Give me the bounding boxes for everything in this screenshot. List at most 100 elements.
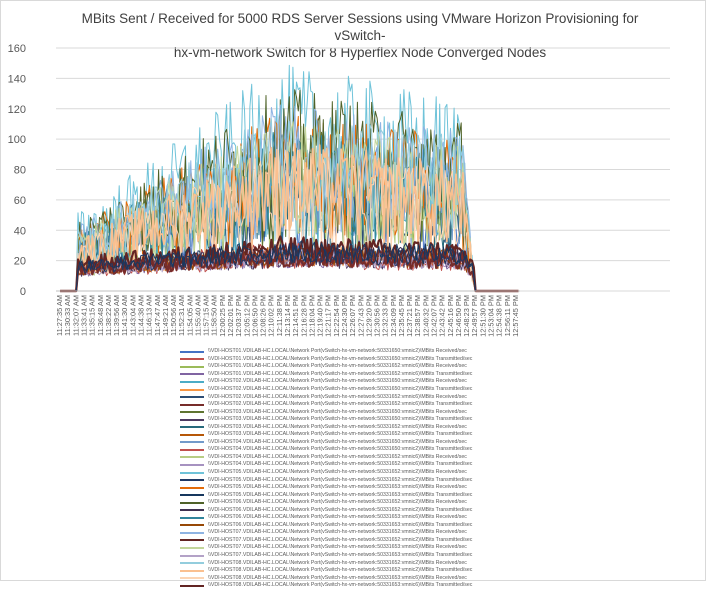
legend-label: \\VDI-HOST07.VDILAB-HC.LOCAL\Network Por… (208, 529, 467, 536)
x-tick-label: 12:38:57 PM (413, 295, 422, 337)
legend-label: \\VDI-HOST04.VDILAB-HC.LOCAL\Network Por… (208, 446, 473, 453)
legend-entry: \\VDI-HOST02.VDILAB-HC.LOCAL\Network Por… (180, 393, 600, 401)
legend-label: \\VDI-HOST02.VDILAB-HC.LOCAL\Network Por… (208, 386, 473, 392)
x-tick-label: 12:14:51 PM (291, 295, 300, 337)
x-tick-label: 11:46:13 AM (145, 295, 154, 336)
legend-swatch (180, 562, 204, 565)
x-tick-label: 11:55:40 AM (193, 295, 202, 336)
x-tick-label: 11:38:22 AM (104, 295, 113, 336)
legend-entry: \\VDI-HOST06.VDILAB-HC.LOCAL\Network Por… (180, 522, 600, 530)
x-tick-label: 12:11:38 PM (275, 295, 284, 336)
legend-swatch (180, 584, 204, 587)
x-tick-label: 11:43:04 AM (128, 295, 137, 336)
legend-swatch (180, 569, 204, 572)
legend-label: \\VDI-HOST02.VDILAB-HC.LOCAL\Network Por… (208, 401, 473, 408)
legend-entry: \\VDI-HOST03.VDILAB-HC.LOCAL\Network Por… (180, 408, 600, 416)
x-tick-label: 12:29:20 PM (364, 295, 373, 337)
legend-label: \\VDI-HOST06.VDILAB-HC.LOCAL\Network Por… (208, 499, 467, 506)
legend-entry: \\VDI-HOST01.VDILAB-HC.LOCAL\Network Por… (180, 363, 600, 371)
legend-label: \\VDI-HOST05.VDILAB-HC.LOCAL\Network Por… (208, 469, 467, 476)
y-tick-label: 100 (8, 134, 26, 146)
chart-title-line-1: MBits Sent / Received for 5000 RDS Serve… (81, 11, 639, 43)
x-tick-label: 12:02:01 PM (226, 295, 235, 337)
legend-entry: \\VDI-HOST06.VDILAB-HC.LOCAL\Network Por… (180, 506, 600, 514)
legend-label: \\VDI-HOST03.VDILAB-HC.LOCAL\Network Por… (208, 431, 473, 438)
x-tick-label: 12:05:12 PM (242, 295, 251, 337)
legend-label: \\VDI-HOST04.VDILAB-HC.LOCAL\Network Por… (208, 438, 467, 445)
legend-swatch (180, 448, 204, 451)
x-tick-label: 11:58:50 AM (210, 295, 219, 336)
x-tick-label: 12:48:23 PM (462, 295, 471, 337)
legend-entry: \\VDI-HOST06.VDILAB-HC.LOCAL\Network Por… (180, 499, 600, 507)
legend-swatch (180, 433, 204, 436)
x-tick-label: 12:26:07 PM (348, 295, 357, 337)
legend-label: \\VDI-HOST04.VDILAB-HC.LOCAL\Network Por… (208, 461, 473, 468)
legend-swatch (180, 539, 204, 542)
x-tick-label: 12:18:04 PM (307, 295, 316, 337)
x-tick-label: 12:43:42 PM (438, 295, 447, 337)
legend-label: \\VDI-HOST07.VDILAB-HC.LOCAL\Network Por… (208, 544, 467, 551)
x-tick-label: 11:30:33 AM (63, 295, 72, 336)
legend-entry: \\VDI-HOST07.VDILAB-HC.LOCAL\Network Por… (180, 529, 600, 537)
x-tick-label: 11:44:38 AM (136, 295, 145, 336)
x-tick-label: 12:40:32 PM (421, 295, 430, 337)
legend-entry: \\VDI-HOST05.VDILAB-HC.LOCAL\Network Por… (180, 491, 600, 499)
legend-swatch (180, 388, 204, 391)
legend-label: \\VDI-HOST01.VDILAB-HC.LOCAL\Network Por… (208, 355, 473, 362)
legend-label: \\VDI-HOST06.VDILAB-HC.LOCAL\Network Por… (208, 514, 467, 521)
legend-swatch (180, 350, 204, 353)
x-tick-label: 12:30:56 PM (373, 295, 382, 337)
x-tick-label: 11:36:48 AM (96, 295, 105, 336)
x-tick-label: 12:32:33 PM (381, 295, 390, 337)
x-tick-label: 11:57:15 AM (202, 295, 211, 336)
x-tick-label: 11:27:35 AM (55, 295, 64, 336)
legend-label: \\VDI-HOST03.VDILAB-HC.LOCAL\Network Por… (208, 408, 467, 415)
legend-entry: \\VDI-HOST05.VDILAB-HC.LOCAL\Network Por… (180, 484, 600, 492)
legend-entry: \\VDI-HOST05.VDILAB-HC.LOCAL\Network Por… (180, 469, 600, 477)
legend-label: \\VDI-HOST01.VDILAB-HC.LOCAL\Network Por… (208, 370, 473, 377)
legend-entry: \\VDI-HOST07.VDILAB-HC.LOCAL\Network Por… (180, 544, 600, 552)
x-tick-label: 12:54:38 PM (495, 295, 504, 337)
x-tick-label: 12:35:45 PM (397, 295, 406, 337)
legend-entry: \\VDI-HOST04.VDILAB-HC.LOCAL\Network Por… (180, 439, 600, 447)
legend-label: \\VDI-HOST08.VDILAB-HC.LOCAL\Network Por… (208, 574, 467, 581)
legend-swatch (180, 524, 204, 527)
legend-entry: \\VDI-HOST08.VDILAB-HC.LOCAL\Network Por… (180, 574, 600, 582)
legend-label: \\VDI-HOST08.VDILAB-HC.LOCAL\Network Por… (208, 567, 473, 574)
legend-label: \\VDI-HOST07.VDILAB-HC.LOCAL\Network Por… (208, 536, 473, 543)
x-tick-label: 11:35:15 AM (88, 295, 97, 336)
legend-label: \\VDI-HOST01.VDILAB-HC.LOCAL\Network Por… (208, 363, 467, 370)
legend-entry: \\VDI-HOST03.VDILAB-HC.LOCAL\Network Por… (180, 423, 600, 431)
legend-swatch (180, 554, 204, 557)
y-tick-label: 20 (14, 256, 26, 268)
x-tick-label: 12:51:30 PM (478, 295, 487, 337)
x-tick-label: 12:49:57 PM (470, 295, 479, 337)
x-tick-label: 12:03:37 PM (234, 295, 243, 337)
legend-entry: \\VDI-HOST01.VDILAB-HC.LOCAL\Network Por… (180, 348, 600, 356)
legend-entry: \\VDI-HOST04.VDILAB-HC.LOCAL\Network Por… (180, 454, 600, 462)
legend-swatch (180, 577, 204, 580)
legend-label: \\VDI-HOST06.VDILAB-HC.LOCAL\Network Por… (208, 506, 473, 513)
y-tick-label: 160 (8, 43, 26, 55)
legend-swatch (180, 486, 204, 489)
y-tick-label: 60 (14, 195, 26, 207)
legend-label: \\VDI-HOST05.VDILAB-HC.LOCAL\Network Por… (208, 476, 473, 483)
legend-label: \\VDI-HOST08.VDILAB-HC.LOCAL\Network Por… (208, 559, 467, 566)
chart-title: MBits Sent / Received for 5000 RDS Serve… (60, 10, 660, 61)
legend-swatch (180, 531, 204, 534)
series-line-20 (60, 240, 519, 292)
x-tick-label: 11:39:56 AM (112, 295, 121, 336)
x-tick-label: 12:27:43 PM (356, 295, 365, 337)
legend-label: \\VDI-HOST01.VDILAB-HC.LOCAL\Network Por… (208, 348, 467, 355)
x-tick-label: 12:37:21 PM (405, 295, 414, 337)
legend-swatch (180, 546, 204, 549)
legend-swatch (180, 516, 204, 519)
y-tick-label: 80 (14, 165, 26, 177)
x-tick-label: 12:56:11 PM (503, 295, 512, 336)
legend-label: \\VDI-HOST03.VDILAB-HC.LOCAL\Network Por… (208, 416, 473, 423)
legend-label: \\VDI-HOST04.VDILAB-HC.LOCAL\Network Por… (208, 453, 467, 460)
x-tick-label: 12:34:09 PM (389, 295, 398, 337)
legend-entry: \\VDI-HOST02.VDILAB-HC.LOCAL\Network Por… (180, 401, 600, 409)
legend-entry: \\VDI-HOST08.VDILAB-HC.LOCAL\Network Por… (180, 567, 600, 575)
x-tick-label: 12:16:28 PM (299, 295, 308, 337)
